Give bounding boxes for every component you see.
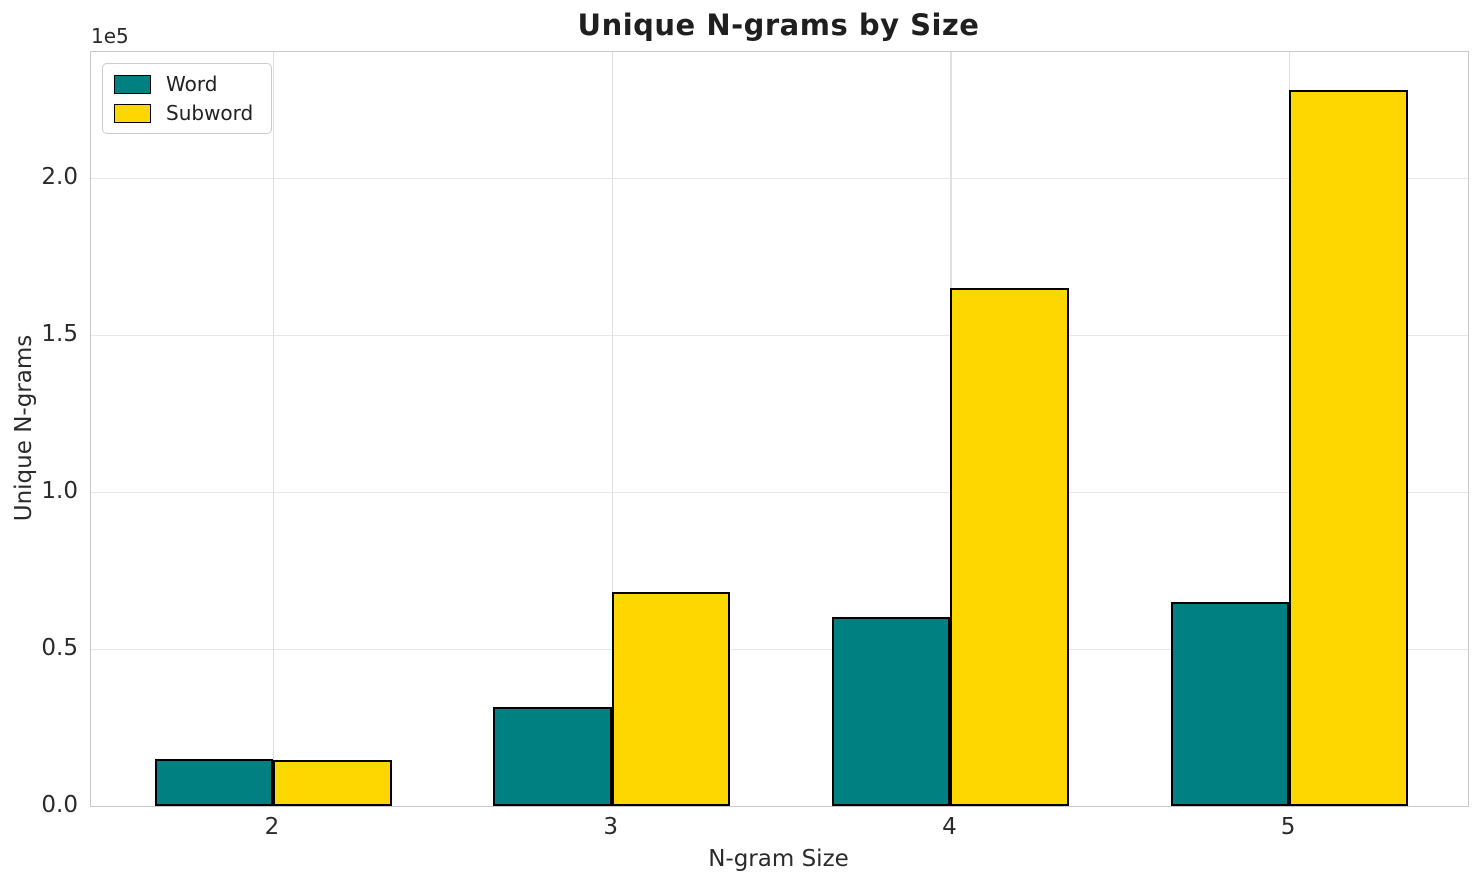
y-gridline xyxy=(91,334,1468,337)
legend-row: Word xyxy=(114,74,253,94)
y-axis-offset-label: 1e5 xyxy=(91,24,129,48)
legend-label: Subword xyxy=(166,101,254,125)
y-gridline xyxy=(91,648,1468,651)
bar-word-n4 xyxy=(831,617,951,806)
bar-subword-n2 xyxy=(273,760,392,806)
chart-title: Unique N-grams by Size xyxy=(577,8,980,42)
bar-subword-n5 xyxy=(1289,90,1408,806)
x-gridline xyxy=(273,52,275,806)
bar-subword-n4 xyxy=(950,288,1069,806)
x-axis-label: N-gram Size xyxy=(708,846,849,872)
x-tick-label: 4 xyxy=(942,814,957,840)
bar-subword-n3 xyxy=(611,592,731,806)
legend-swatch-word xyxy=(114,74,151,94)
legend: Word Subword xyxy=(102,63,273,134)
bar-word-n5 xyxy=(1170,602,1290,806)
y-tick-label: 1.0 xyxy=(41,477,78,504)
plot-area xyxy=(90,51,1469,807)
x-tick-label: 2 xyxy=(264,814,280,840)
y-gridline xyxy=(91,177,1468,180)
x-tick-label: 5 xyxy=(1280,814,1296,840)
y-tick-label: 2.0 xyxy=(41,163,78,190)
legend-swatch-subword xyxy=(114,103,151,123)
legend-row: Subword xyxy=(114,103,253,123)
bar-word-n2 xyxy=(154,759,273,806)
x-gridline xyxy=(611,52,614,806)
y-gridline xyxy=(91,491,1468,494)
y-tick-label: 1.5 xyxy=(41,320,78,347)
legend-label: Word xyxy=(166,72,218,96)
y-tick-label: 0.5 xyxy=(41,634,78,661)
bar-word-n3 xyxy=(493,707,612,806)
x-tick-label: 3 xyxy=(603,814,618,840)
y-tick-label: 0.0 xyxy=(41,792,78,818)
